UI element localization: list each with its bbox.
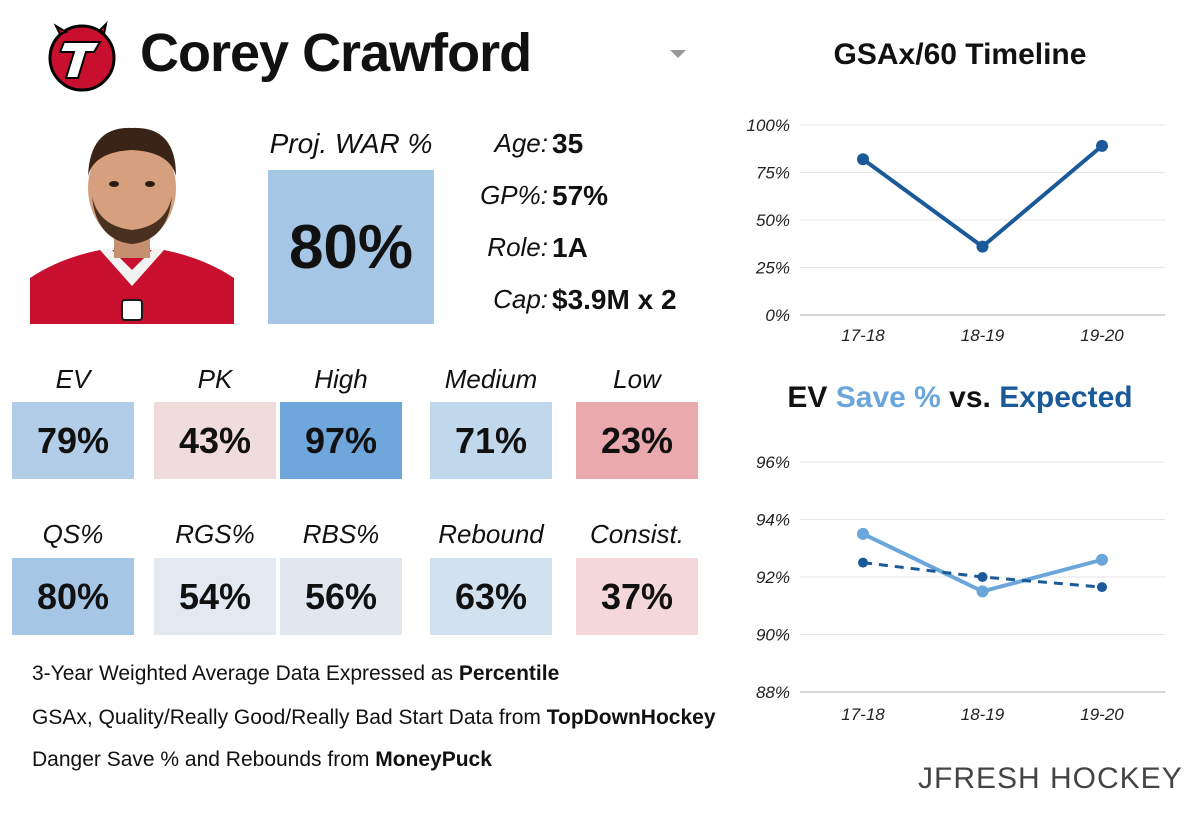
- player-headshot-icon: [30, 118, 234, 324]
- footer-line-3-bold: MoneyPuck: [375, 748, 492, 771]
- metric-label-pk: PK: [197, 364, 233, 394]
- metric-label-ev: EV: [55, 364, 91, 394]
- metric-box-ev: 79%: [12, 402, 134, 479]
- evsave-y-tick: 96%: [756, 453, 790, 472]
- ev-save-chart: 88% 90% 92% 94% 96% 17-18 18-19 19-20: [756, 453, 1165, 724]
- evsave-x-tick: 17-18: [841, 705, 885, 724]
- metric-box-pk: 43%: [154, 402, 276, 479]
- age-value: 35: [552, 128, 584, 159]
- metric-label-rgs: RGS%: [175, 519, 255, 549]
- footer-line-1-bold: Percentile: [458, 662, 560, 685]
- ev-save-title-part-2: Save %: [835, 381, 941, 414]
- evsave-series-1-point: [977, 572, 988, 582]
- gsax-timeline-chart: 0% 25% 50% 75% 100% 17-18 18-19 19-20: [747, 116, 1165, 345]
- player-name: Corey Crawford: [140, 23, 532, 83]
- footer-line-2: GSAx, Quality/Really Good/Really Bad Sta…: [32, 706, 716, 730]
- evsave-y-tick: 94%: [756, 511, 790, 530]
- role-label: Role:: [487, 232, 548, 262]
- brand-name: JFRESH HOCKEY: [918, 762, 1183, 795]
- gsax-series-0-line: [861, 144, 1104, 249]
- gsax-y-tick: 50%: [756, 211, 790, 230]
- metric-label-rbs: RBS%: [302, 519, 380, 549]
- evsave-x-tick: 19-20: [1080, 705, 1124, 724]
- player-select-chevron-down-icon[interactable]: [670, 50, 686, 58]
- gsax-y-tick: 75%: [756, 164, 790, 183]
- metric-label-high: High: [314, 364, 368, 394]
- metric-label-low: Low: [613, 364, 661, 394]
- gsax-x-tick: 19-20: [1080, 326, 1124, 345]
- metric-box-rbs: 56%: [280, 558, 402, 635]
- footer-line-3-text: Danger Save % and Rebounds from: [32, 748, 376, 771]
- footer-line-2-text: GSAx, Quality/Really Good/Really Bad Sta…: [32, 706, 547, 729]
- footer-line-3: Danger Save % and Rebounds from MoneyPuc…: [32, 748, 492, 772]
- role-value: 1A: [552, 232, 588, 263]
- gp-value: 57%: [552, 180, 609, 211]
- gsax-y-tick: 100%: [747, 116, 790, 135]
- footer-line-1: 3-Year Weighted Average Data Expressed a…: [32, 662, 559, 686]
- evsave-series-0-point: [976, 585, 989, 598]
- metric-box-high: 97%: [280, 402, 402, 479]
- metric-box-rebound: 63%: [430, 558, 552, 635]
- footer-line-2-bold: TopDownHockey: [546, 706, 716, 729]
- gsax-series-0-point: [1096, 139, 1108, 152]
- war-label: Proj. WAR %: [269, 128, 433, 159]
- ev-save-title-part-3: vs.: [940, 381, 1000, 414]
- gsax-series-0-point: [976, 240, 989, 253]
- devils-logo-icon: [42, 20, 120, 94]
- gsax-chart-title: GSAx/60 Timeline: [833, 38, 1087, 71]
- metric-box-consist: 37%: [576, 558, 698, 635]
- metric-label-medium: Medium: [444, 364, 538, 394]
- evsave-y-tick: 90%: [756, 626, 790, 645]
- metric-label-qs: QS%: [42, 519, 104, 549]
- cap-value: $3.9M x 2: [552, 284, 677, 315]
- ev-save-title-part-1: EV: [787, 381, 836, 414]
- metric-box-low: 23%: [576, 402, 698, 479]
- gsax-y-tick: 0%: [765, 306, 790, 325]
- cap-label: Cap:: [493, 284, 548, 314]
- ev-save-title-part-4: Expected: [999, 381, 1133, 414]
- evsave-series-0-line: [862, 532, 1103, 594]
- ev-save-chart-title: EV Save % vs. Expected: [760, 381, 1160, 415]
- gsax-x-tick: 18-19: [961, 326, 1005, 345]
- metric-label-rebound: Rebound: [438, 519, 544, 549]
- evsave-y-tick: 88%: [756, 683, 790, 702]
- war-value-box: 80%: [268, 170, 434, 324]
- evsave-x-tick: 18-19: [961, 705, 1005, 724]
- evsave-series-0-point: [1096, 553, 1108, 566]
- metric-box-rgs: 54%: [154, 558, 276, 635]
- gp-label: GP%:: [480, 180, 548, 210]
- metric-label-consist: Consist.: [590, 519, 684, 549]
- metric-box-qs: 80%: [12, 558, 134, 635]
- evsave-y-tick: 92%: [756, 568, 790, 587]
- footer-line-1-text: 3-Year Weighted Average Data Expressed a…: [32, 662, 459, 685]
- evsave-series-1-point: [858, 557, 868, 568]
- age-label: Age:: [494, 128, 549, 158]
- evsave-series-0-point: [857, 527, 869, 540]
- gsax-y-tick: 25%: [755, 259, 790, 278]
- brand: JFRESH HOCKEY: [910, 748, 1183, 810]
- evsave-series-1-point: [1097, 582, 1107, 593]
- gsax-x-tick: 17-18: [841, 326, 885, 345]
- metric-box-medium: 71%: [430, 402, 552, 479]
- gsax-series-0-point: [857, 153, 869, 166]
